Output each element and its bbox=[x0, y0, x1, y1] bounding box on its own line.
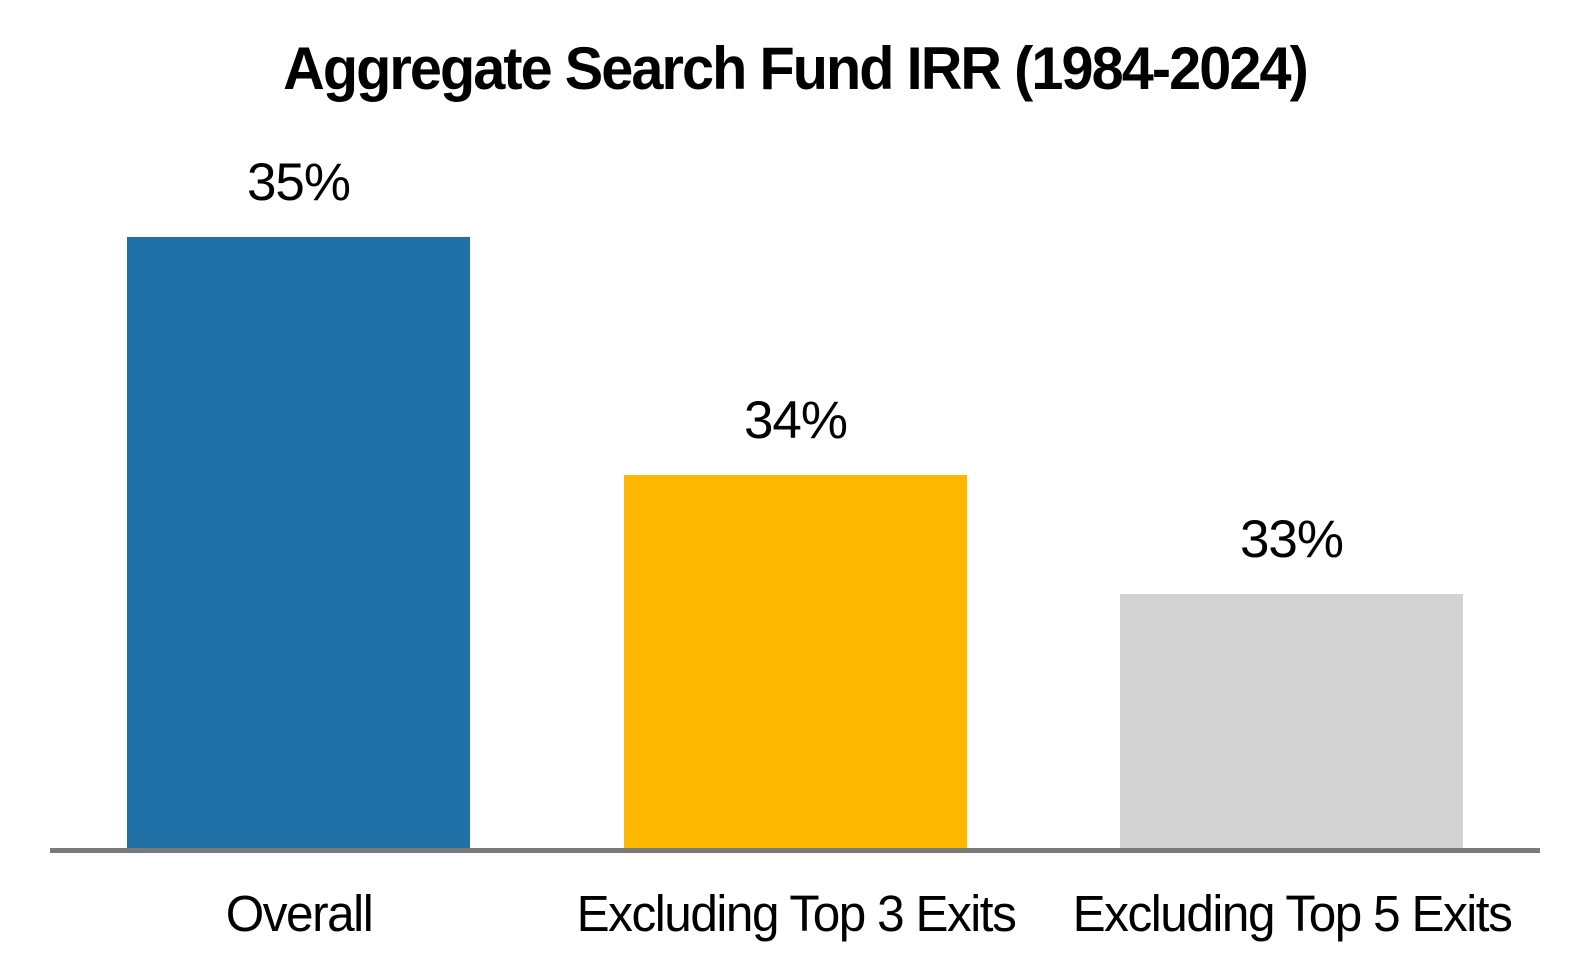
plot-area: 35% 34% 33% bbox=[127, 0, 1463, 849]
bar-overall bbox=[127, 237, 470, 849]
x-axis-label-excluding-top-5-exits: Excluding Top 5 Exits bbox=[1072, 885, 1512, 942]
bar-group-overall: 35% bbox=[127, 0, 470, 849]
value-label-excluding-top-5-exits: 33% bbox=[1239, 510, 1344, 569]
x-axis-line bbox=[50, 848, 1540, 853]
chart-title: Aggregate Search Fund IRR (1984-2024) bbox=[283, 35, 1309, 102]
bar-excluding-top-5-exits bbox=[1120, 594, 1463, 849]
value-label-overall: 35% bbox=[246, 153, 351, 212]
x-axis-label-overall: Overall bbox=[225, 885, 373, 942]
value-label-excluding-top-3-exits: 34% bbox=[743, 391, 848, 450]
bar-group-excluding-top-5-exits: 33% bbox=[1120, 0, 1463, 849]
x-axis-label-excluding-top-3-exits: Excluding Top 3 Exits bbox=[576, 885, 1016, 942]
bar-group-excluding-top-3-exits: 34% bbox=[624, 0, 967, 849]
bar-excluding-top-3-exits bbox=[624, 475, 967, 849]
